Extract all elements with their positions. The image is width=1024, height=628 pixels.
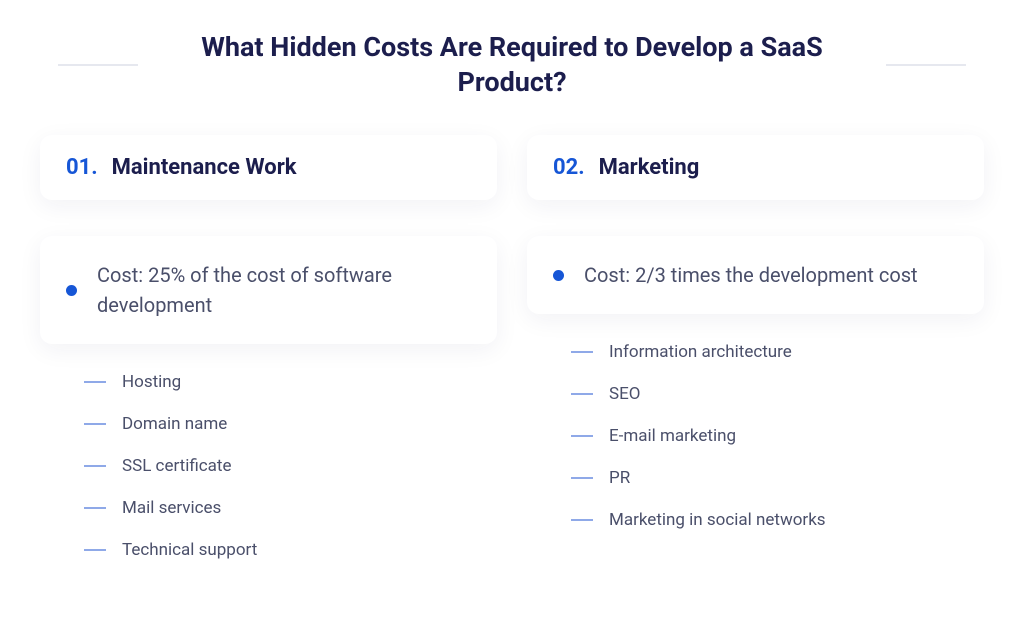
column-marketing: 02. Marketing Cost: 2/3 times the develo… xyxy=(527,135,984,560)
dash-icon xyxy=(571,477,593,479)
list-item: E-mail marketing xyxy=(571,426,984,446)
marketing-number: 02. xyxy=(553,155,585,180)
dash-icon xyxy=(84,507,106,509)
list-item: Marketing in social networks xyxy=(571,510,984,530)
list-item: Domain name xyxy=(84,414,497,434)
page-title: What Hidden Costs Are Required to Develo… xyxy=(162,30,862,99)
marketing-header-card: 02. Marketing xyxy=(527,135,984,200)
list-item: SSL certificate xyxy=(84,456,497,476)
item-label: SSL certificate xyxy=(122,456,232,476)
dash-icon xyxy=(571,351,593,353)
dash-icon xyxy=(84,381,106,383)
columns-container: 01. Maintenance Work Cost: 25% of the co… xyxy=(40,135,984,560)
divider-left xyxy=(58,64,138,66)
list-item: Mail services xyxy=(84,498,497,518)
dash-icon xyxy=(571,435,593,437)
item-label: Marketing in social networks xyxy=(609,510,826,530)
item-label: Hosting xyxy=(122,372,181,392)
bullet-dot-icon xyxy=(66,285,77,296)
list-item: SEO xyxy=(571,384,984,404)
maintenance-items-list: Hosting Domain name SSL certificate Mail… xyxy=(40,372,497,560)
maintenance-header-card: 01. Maintenance Work xyxy=(40,135,497,200)
list-item: Technical support xyxy=(84,540,497,560)
list-item: Hosting xyxy=(84,372,497,392)
dash-icon xyxy=(84,549,106,551)
item-label: Domain name xyxy=(122,414,227,434)
marketing-cost-card: Cost: 2/3 times the development cost xyxy=(527,236,984,314)
maintenance-heading: Maintenance Work xyxy=(112,155,297,180)
header-row: What Hidden Costs Are Required to Develo… xyxy=(40,30,984,99)
maintenance-cost-text: Cost: 25% of the cost of software develo… xyxy=(97,260,471,320)
dash-icon xyxy=(84,465,106,467)
marketing-cost-text: Cost: 2/3 times the development cost xyxy=(584,260,918,290)
maintenance-number: 01. xyxy=(66,155,98,180)
list-item: Information architecture xyxy=(571,342,984,362)
column-maintenance: 01. Maintenance Work Cost: 25% of the co… xyxy=(40,135,497,560)
item-label: PR xyxy=(609,468,630,488)
item-label: SEO xyxy=(609,384,640,404)
dash-icon xyxy=(571,519,593,521)
item-label: Technical support xyxy=(122,540,257,560)
list-item: PR xyxy=(571,468,984,488)
marketing-heading: Marketing xyxy=(599,155,700,180)
dash-icon xyxy=(84,423,106,425)
item-label: Mail services xyxy=(122,498,221,518)
marketing-items-list: Information architecture SEO E-mail mark… xyxy=(527,342,984,530)
bullet-dot-icon xyxy=(553,270,564,281)
dash-icon xyxy=(571,393,593,395)
item-label: E-mail marketing xyxy=(609,426,736,446)
maintenance-cost-card: Cost: 25% of the cost of software develo… xyxy=(40,236,497,344)
divider-right xyxy=(886,64,966,66)
item-label: Information architecture xyxy=(609,342,792,362)
